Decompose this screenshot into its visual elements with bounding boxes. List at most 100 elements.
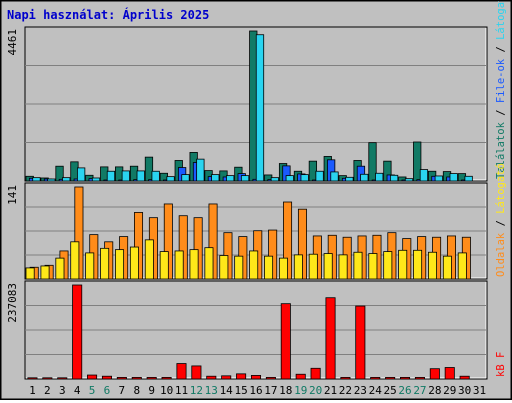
bar-kbytes-day-13 — [206, 375, 217, 380]
day-label-1: 1 — [29, 384, 36, 397]
bar-kbytes-day-25 — [385, 377, 396, 380]
legend: Találatok / File-ok / Látogatott — [495, 1, 507, 179]
day-label-24: 24 — [369, 384, 383, 397]
kb_panel: 237083 kB F — [6, 280, 507, 380]
bar-pages-day-24 — [375, 172, 384, 182]
bar-sites-day-11 — [174, 250, 184, 280]
y-max-label: 141 — [6, 185, 19, 205]
bar-pages-day-21 — [330, 171, 339, 182]
bar-sites-day-30 — [457, 252, 467, 280]
bar-kbytes-day-19 — [295, 373, 306, 380]
legend-files: File-ok — [495, 58, 507, 103]
day-label-17: 17 — [264, 384, 277, 397]
day-label-22: 22 — [339, 384, 352, 397]
legend-pages: Látogatott — [495, 1, 507, 40]
bar-sites-day-20 — [308, 253, 318, 280]
bar-sites-day-26 — [398, 249, 408, 280]
bar-pages-day-25 — [389, 174, 399, 182]
bar-sites-day-5 — [85, 252, 95, 280]
bar-sites-day-14 — [219, 255, 229, 280]
bar-sites-day-6 — [100, 247, 110, 280]
bar-sites-day-7 — [115, 249, 125, 280]
bar-kbytes-day-27 — [414, 377, 425, 380]
bar-kbytes-day-23 — [355, 305, 366, 380]
bar-pages-day-13 — [211, 174, 220, 182]
bar-sites-day-21 — [323, 253, 333, 280]
day-label-7: 7 — [119, 384, 126, 397]
bar-kbytes-day-7 — [116, 377, 127, 380]
day-label-21: 21 — [324, 384, 337, 397]
bar-kbytes-day-11 — [176, 363, 187, 380]
bar-sites-day-19 — [293, 254, 303, 280]
bar-kbytes-day-3 — [57, 377, 68, 380]
legend: kB F — [495, 352, 507, 377]
bar-kbytes-day-30 — [459, 375, 470, 380]
day-label-26: 26 — [398, 384, 411, 397]
bar-kbytes-day-5 — [87, 374, 98, 380]
day-label-19: 19 — [294, 384, 307, 397]
bar-pages-day-27 — [419, 169, 429, 182]
y-max-label: 237083 — [6, 283, 19, 323]
bar-pages-day-16 — [255, 34, 265, 182]
day-label-28: 28 — [428, 384, 441, 397]
bar-sites-day-13 — [204, 247, 214, 280]
bar-sites-day-18 — [278, 257, 288, 280]
bar-pages-day-9 — [151, 170, 160, 182]
bar-pages-day-2 — [47, 178, 56, 182]
bar-kbytes-day-17 — [265, 377, 276, 380]
bar-pages-day-12 — [196, 158, 205, 182]
bar-sites-day-10 — [159, 251, 169, 280]
y-max-label: 4461 — [6, 29, 19, 56]
bar-kbytes-day-29 — [444, 367, 455, 380]
bar-pages-day-29 — [449, 173, 458, 182]
bar-pages-day-20 — [315, 170, 324, 182]
bar-kbytes-day-8 — [131, 377, 142, 380]
day-label-10: 10 — [160, 384, 173, 397]
legend-kbytes: kB F — [495, 352, 507, 377]
legend: Oldalak / Látogató — [495, 163, 507, 277]
day-label-3: 3 — [59, 384, 66, 397]
bar-sites-day-25 — [383, 251, 393, 280]
bar-sites-day-8 — [129, 246, 139, 280]
bar-pages-day-23 — [360, 173, 369, 182]
bar-pages-day-4 — [77, 167, 86, 182]
day-label-16: 16 — [249, 384, 262, 397]
bar-sites-day-27 — [413, 249, 423, 280]
bar-kbytes-day-22 — [340, 377, 351, 380]
day-label-11: 11 — [175, 384, 188, 397]
bar-pages-day-10 — [166, 176, 175, 182]
bar-sites-day-23 — [353, 251, 363, 280]
bar-kbytes-day-12 — [191, 365, 202, 380]
bar-sites-day-4 — [70, 241, 80, 280]
bar-kbytes-day-2 — [42, 377, 53, 380]
bar-kbytes-day-24 — [370, 377, 381, 380]
day-label-5: 5 — [89, 384, 96, 397]
bar-pages-day-11 — [181, 174, 190, 182]
bar-kbytes-day-9 — [146, 377, 157, 380]
visits_panel: 141 Oldalak / Látogató — [6, 163, 507, 280]
bar-pages-day-6 — [106, 170, 116, 182]
day-label-9: 9 — [148, 384, 155, 397]
day-label-25: 25 — [384, 384, 397, 397]
bar-pages-day-17 — [270, 177, 280, 182]
day-label-14: 14 — [220, 384, 234, 397]
day-label-27: 27 — [413, 384, 426, 397]
bar-pages-day-15 — [240, 175, 250, 182]
legend-sites: Látogató — [495, 163, 507, 214]
bar-pages-day-7 — [121, 170, 130, 182]
bar-sites-day-1 — [25, 267, 35, 280]
hits_panel: 4461 Találatok / File-ok / Látogatott — [6, 0, 507, 182]
bar-sites-day-16 — [249, 250, 259, 280]
bar-pages-day-26 — [404, 178, 414, 182]
bar-sites-day-3 — [55, 257, 65, 280]
bar-kbytes-day-6 — [101, 375, 112, 380]
bar-kbytes-day-1 — [27, 377, 38, 380]
bar-kbytes-day-21 — [325, 297, 336, 380]
bar-kbytes-day-4 — [72, 284, 83, 380]
day-label-6: 6 — [104, 384, 111, 397]
day-label-31: 31 — [473, 384, 486, 397]
bar-kbytes-day-15 — [236, 373, 247, 380]
bar-kbytes-day-16 — [250, 375, 262, 380]
chart-title: Napi használat: Április 2025 — [7, 7, 209, 22]
